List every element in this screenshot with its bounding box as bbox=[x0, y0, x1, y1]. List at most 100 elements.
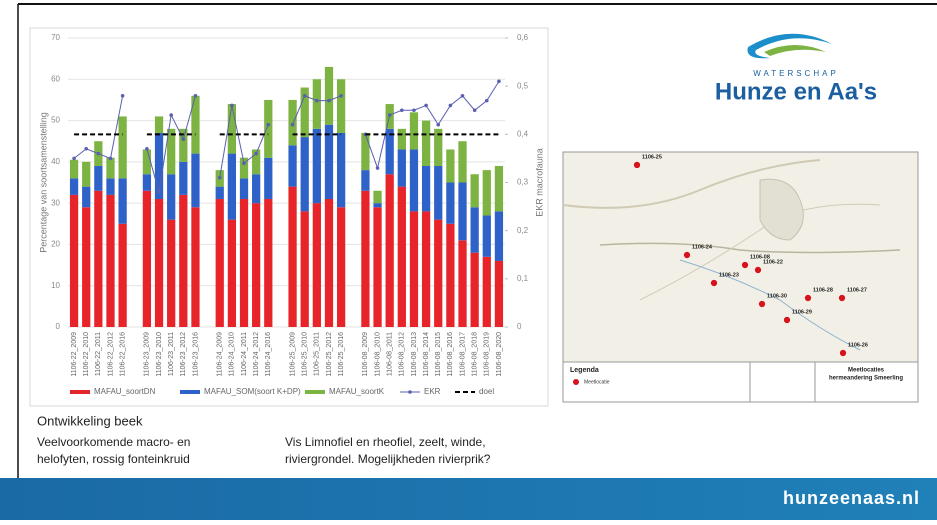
x-tick-label: 1106-25_2009 bbox=[289, 332, 296, 377]
x-tick-label: 1106-23_2016 bbox=[192, 332, 199, 377]
bar bbox=[398, 129, 406, 150]
y-tick-label: 10 bbox=[51, 281, 60, 290]
bar bbox=[179, 195, 187, 327]
bar bbox=[495, 211, 503, 261]
marker bbox=[303, 94, 307, 98]
bar bbox=[495, 261, 503, 327]
marker bbox=[109, 157, 113, 161]
bar bbox=[483, 170, 491, 215]
bar bbox=[228, 104, 236, 154]
map: Legenda Meetlocatie Meetlocaties hermean… bbox=[563, 152, 918, 402]
bar bbox=[240, 178, 248, 199]
bar bbox=[70, 178, 78, 195]
map-point-label: 1106-26 bbox=[848, 342, 868, 348]
bar bbox=[373, 191, 381, 203]
bar bbox=[228, 220, 236, 327]
x-tick-label: 1106-08_2015 bbox=[435, 332, 442, 377]
marker bbox=[72, 157, 76, 161]
bar bbox=[301, 137, 309, 211]
bar bbox=[143, 191, 151, 327]
map-legend-title: Legenda bbox=[570, 367, 599, 374]
y2-tick-label: 0,1 bbox=[517, 274, 529, 283]
map-point bbox=[759, 301, 766, 308]
bar bbox=[373, 203, 381, 207]
bar bbox=[143, 174, 151, 191]
bar bbox=[398, 187, 406, 327]
y-axis-label: Percentage van soortsamenstelling bbox=[38, 112, 48, 253]
marker bbox=[473, 108, 477, 112]
legend-swatch bbox=[180, 390, 200, 394]
marker bbox=[84, 147, 88, 151]
bar bbox=[94, 191, 102, 327]
y-tick-label: 70 bbox=[51, 33, 60, 42]
marker bbox=[449, 104, 453, 108]
bar bbox=[446, 183, 454, 224]
bar bbox=[82, 207, 90, 327]
x-tick-label: 1106-25_2011 bbox=[314, 332, 321, 376]
x-tick-label: 1106-08_2014 bbox=[423, 332, 430, 377]
bar bbox=[373, 207, 381, 327]
marker bbox=[230, 104, 234, 108]
bar bbox=[82, 162, 90, 187]
bar bbox=[337, 133, 345, 207]
map-point-label: 1106-30 bbox=[767, 293, 787, 299]
marker bbox=[485, 99, 489, 103]
marker bbox=[436, 123, 440, 127]
note-line: Veelvoorkomende macro- en bbox=[37, 435, 190, 449]
y-tick-label: 50 bbox=[51, 116, 60, 125]
y2-tick-label: 0 bbox=[517, 322, 522, 331]
bar bbox=[240, 199, 248, 327]
map-point-label: 1106-23 bbox=[719, 272, 739, 278]
marker bbox=[121, 94, 125, 98]
bar bbox=[288, 145, 296, 186]
bar bbox=[386, 174, 394, 327]
marker bbox=[327, 99, 331, 103]
bar bbox=[471, 207, 479, 252]
bar bbox=[264, 100, 272, 158]
bar bbox=[288, 187, 296, 327]
bar bbox=[264, 199, 272, 327]
legend-label: EKR bbox=[424, 387, 441, 396]
marker bbox=[497, 80, 501, 84]
x-tick-label: 1106-25_2012 bbox=[326, 332, 333, 377]
marker bbox=[291, 123, 295, 127]
bar bbox=[434, 166, 442, 220]
map-point bbox=[840, 350, 847, 357]
bar bbox=[252, 203, 260, 327]
bar bbox=[398, 149, 406, 186]
map-point-label: 1106-27 bbox=[847, 287, 867, 293]
bar bbox=[228, 154, 236, 220]
map-point-label: 1106-28 bbox=[813, 287, 833, 293]
bar bbox=[167, 220, 175, 327]
x-tick-label: 1106-25_2016 bbox=[338, 332, 345, 377]
marker bbox=[339, 94, 343, 98]
bar bbox=[118, 224, 126, 327]
map-point bbox=[634, 162, 641, 169]
map-point-label: 1106-22 bbox=[763, 259, 783, 265]
map-point-label: 1106-29 bbox=[792, 309, 812, 315]
x-tick-label: 1106-22_2016 bbox=[119, 332, 126, 377]
legend-swatch bbox=[70, 390, 90, 394]
slide: 01020304050607000,10,20,30,40,50,6Percen… bbox=[0, 0, 937, 520]
bar bbox=[337, 207, 345, 327]
x-tick-label: 1106-22_2010 bbox=[83, 332, 90, 377]
note-line: riviergrondel. Mogelijkheden rivierprik? bbox=[285, 452, 491, 466]
legend-label: MAFAU_SOM(soort K+DP) bbox=[204, 387, 301, 396]
bar bbox=[70, 160, 78, 179]
logo-top: WATERSCHAP bbox=[753, 69, 839, 78]
bar bbox=[361, 170, 369, 191]
map-point-label: 1106-25 bbox=[642, 154, 662, 160]
marker bbox=[315, 99, 319, 103]
bar bbox=[143, 149, 151, 174]
x-tick-label: 1106-23_2011 bbox=[168, 332, 175, 376]
bar bbox=[422, 166, 430, 211]
bar bbox=[458, 183, 466, 241]
bar bbox=[252, 174, 260, 203]
x-tick-label: 1106-08_2013 bbox=[411, 332, 418, 377]
marker bbox=[242, 161, 246, 165]
bar bbox=[191, 207, 199, 327]
x-tick-label: 1106-22_2009 bbox=[71, 332, 78, 377]
bar bbox=[471, 253, 479, 327]
bar bbox=[313, 203, 321, 327]
bar bbox=[458, 240, 466, 327]
